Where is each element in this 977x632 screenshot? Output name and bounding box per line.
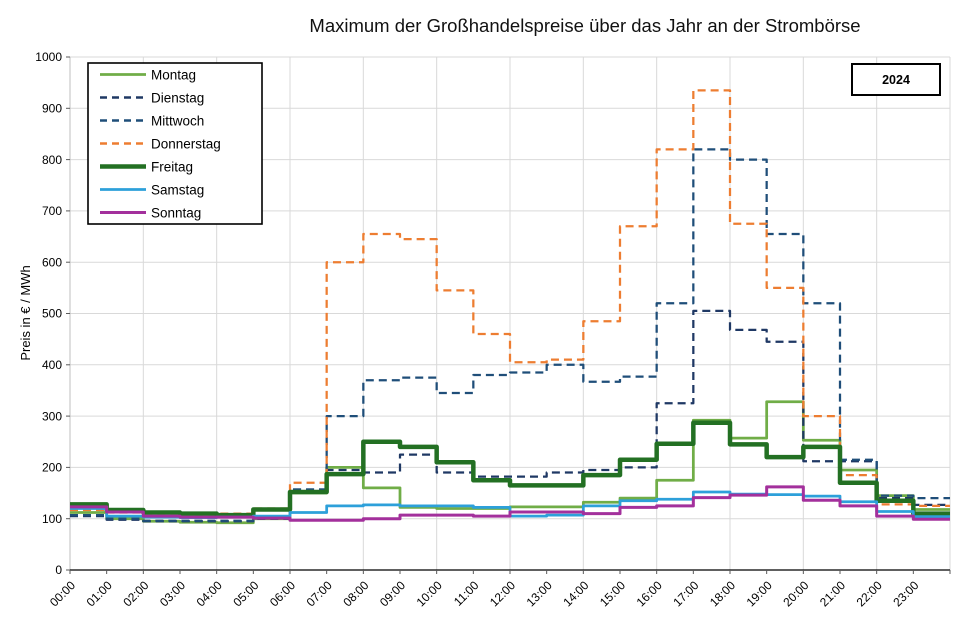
y-tick-label: 500 [42, 307, 62, 321]
year-label: 2024 [882, 73, 910, 87]
x-tick-label: 18:00 [707, 578, 738, 609]
x-tick-label: 09:00 [377, 578, 408, 609]
x-tick-label: 11:00 [451, 578, 482, 609]
y-tick-label: 400 [42, 358, 62, 372]
y-tick-label: 200 [42, 461, 62, 475]
x-tick-label: 00:00 [47, 578, 78, 609]
legend-label-dienstag[interactable]: Dienstag [151, 90, 204, 105]
legend-label-freitag[interactable]: Freitag [151, 159, 193, 174]
y-tick-label: 700 [42, 204, 62, 218]
x-tick-label: 05:00 [230, 578, 261, 609]
x-tick-label: 21:00 [817, 578, 848, 609]
x-tick-label: 07:00 [304, 578, 335, 609]
x-tick-label: 13:00 [524, 578, 555, 609]
year-box [851, 63, 941, 96]
x-tick-label: 02:00 [120, 578, 151, 609]
x-tick-label: 10:00 [414, 578, 445, 609]
y-tick-label: 0 [55, 563, 62, 577]
y-axis-title: Preis in € / MWh [18, 265, 33, 360]
series-line-mittwoch[interactable] [70, 148, 950, 522]
x-tick-label: 08:00 [340, 578, 371, 609]
legend-label-sonntag[interactable]: Sonntag [151, 205, 201, 220]
chart-title: Maximum der Großhandelspreise über das J… [309, 15, 860, 36]
x-tick-label: 04:00 [194, 578, 225, 609]
x-tick-label: 15:00 [597, 578, 628, 609]
x-tick-label: 01:00 [84, 578, 115, 609]
series-line-sonntag[interactable] [70, 485, 950, 522]
x-tick-label: 14:00 [560, 578, 591, 609]
series-line-freitag[interactable] [70, 420, 950, 518]
legend-label-mittwoch[interactable]: Mittwoch [151, 113, 204, 128]
legend-label-montag[interactable]: Montag [151, 67, 196, 82]
series-line-donnerstag[interactable] [70, 89, 950, 516]
y-tick-label: 900 [42, 102, 62, 116]
y-tick-label: 1000 [35, 50, 62, 64]
x-tick-label: 23:00 [890, 578, 921, 609]
x-tick-label: 22:00 [854, 578, 885, 609]
y-tick-label: 300 [42, 409, 62, 423]
legend-label-donnerstag[interactable]: Donnerstag [151, 136, 221, 151]
x-tick-label: 12:00 [487, 578, 518, 609]
x-tick-label: 06:00 [267, 578, 298, 609]
x-tick-label: 17:00 [670, 578, 701, 609]
y-tick-label: 100 [42, 512, 62, 526]
x-tick-label: 16:00 [634, 578, 665, 609]
x-tick-label: 19:00 [744, 578, 775, 609]
legend-label-samstag[interactable]: Samstag [151, 182, 204, 197]
x-tick-label: 20:00 [780, 578, 811, 609]
y-tick-label: 800 [42, 153, 62, 167]
y-tick-label: 600 [42, 255, 62, 269]
x-tick-label: 03:00 [157, 578, 188, 609]
